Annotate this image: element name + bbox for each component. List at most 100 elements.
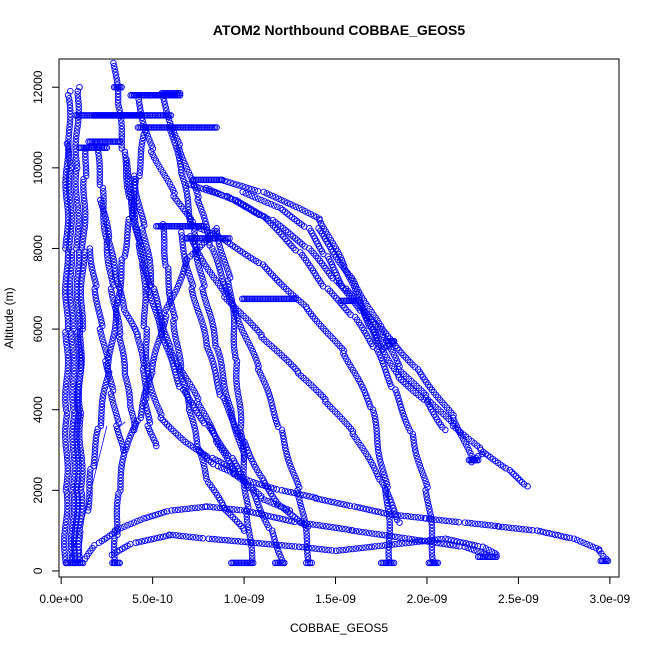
data-point — [64, 210, 72, 217]
data-point — [276, 515, 284, 522]
data-point — [88, 263, 95, 271]
data-point — [142, 395, 150, 402]
data-point — [66, 280, 74, 288]
data-point — [273, 514, 281, 522]
data-point — [425, 515, 433, 523]
data-point — [283, 505, 291, 513]
data-point — [69, 309, 76, 317]
data-point — [198, 503, 206, 511]
data-point — [554, 532, 562, 539]
data-point — [306, 559, 314, 567]
data-point — [255, 480, 263, 488]
data-point — [186, 409, 194, 417]
data-point — [68, 306, 76, 313]
data-point — [63, 409, 71, 417]
data-point — [177, 163, 184, 171]
data-point — [96, 165, 103, 173]
data-point — [171, 330, 179, 338]
data-point — [152, 511, 159, 519]
data-point — [257, 372, 265, 379]
data-point — [385, 377, 393, 385]
data-point — [424, 496, 431, 504]
data-point — [64, 496, 71, 504]
data-point — [349, 545, 356, 553]
data-point — [138, 350, 146, 357]
data-point — [135, 241, 143, 248]
data-point — [365, 397, 372, 405]
data-point — [225, 280, 232, 288]
data-point — [142, 385, 150, 392]
data-point — [69, 487, 76, 494]
data-point — [516, 477, 524, 484]
data-point — [64, 159, 71, 166]
data-point — [244, 538, 252, 546]
data-point — [79, 464, 86, 472]
data-point — [411, 446, 419, 453]
data-point — [67, 274, 74, 281]
data-point — [453, 538, 461, 545]
data-point — [79, 271, 86, 278]
data-point — [73, 429, 80, 436]
data-point — [222, 390, 230, 398]
data-point — [381, 471, 388, 479]
data-point — [219, 252, 226, 260]
data-point — [131, 419, 138, 427]
data-point — [103, 237, 111, 244]
data-point — [123, 240, 130, 248]
data-point — [224, 403, 231, 410]
data-point — [96, 156, 103, 163]
data-point — [284, 199, 291, 207]
data-point — [80, 258, 88, 265]
data-point — [64, 222, 72, 230]
data-point — [152, 347, 159, 354]
data-point — [386, 515, 393, 522]
data-point — [252, 509, 260, 517]
data-point — [82, 210, 89, 218]
data-point — [78, 361, 85, 368]
data-point — [224, 194, 231, 201]
data-point — [114, 526, 122, 533]
data-point — [432, 516, 439, 523]
data-point — [254, 195, 262, 202]
y-tick-label: 6000 — [31, 315, 45, 342]
data-point — [131, 423, 139, 430]
data-point — [395, 534, 402, 541]
data-point — [189, 282, 197, 289]
data-point — [65, 559, 72, 567]
data-point — [102, 230, 109, 238]
data-point — [136, 340, 143, 347]
data-point — [214, 462, 222, 470]
data-point — [182, 162, 190, 170]
data-point — [122, 250, 129, 257]
data-point — [128, 195, 135, 202]
data-point — [75, 464, 82, 472]
data-point — [169, 531, 177, 539]
data-point — [103, 364, 111, 372]
data-point — [65, 174, 73, 181]
data-point — [62, 280, 69, 288]
data-point — [115, 320, 123, 328]
data-point — [183, 387, 190, 395]
data-point — [377, 509, 385, 516]
data-point — [426, 506, 433, 513]
data-point — [317, 391, 325, 398]
data-point — [69, 419, 77, 426]
data-point — [154, 297, 161, 305]
data-point — [141, 379, 149, 386]
data-point — [74, 454, 82, 462]
data-point — [70, 374, 77, 381]
data-point — [161, 101, 169, 108]
data-point — [233, 430, 240, 438]
data-point — [218, 365, 226, 372]
data-point — [372, 530, 379, 538]
data-point — [86, 251, 94, 258]
data-point — [246, 508, 254, 516]
data-point — [318, 546, 326, 553]
data-point — [61, 553, 69, 560]
data-point — [63, 512, 71, 519]
data-point — [189, 418, 197, 426]
data-point — [63, 374, 71, 381]
data-point — [91, 453, 98, 461]
data-point — [190, 421, 198, 429]
data-point — [66, 126, 73, 134]
